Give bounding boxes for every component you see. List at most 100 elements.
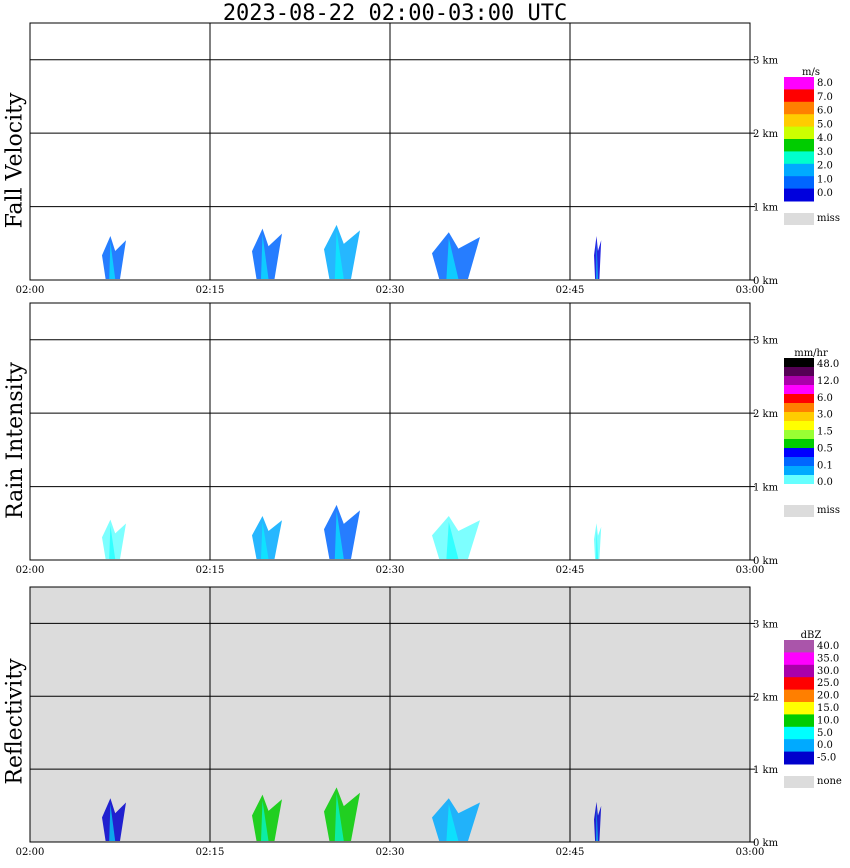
colorbar-unit: m/s — [802, 67, 820, 78]
echo-cell — [324, 504, 360, 559]
colorbar-label: 4.0 — [817, 133, 833, 144]
y-tick-label: 1 km — [753, 765, 779, 776]
colorbar-swatch — [784, 367, 814, 377]
colorbar-missing-swatch — [784, 213, 814, 225]
colorbar-swatch — [784, 726, 814, 740]
colorbar-swatch — [784, 412, 814, 422]
colorbar-label: -5.0 — [817, 753, 836, 764]
colorbar-label: 25.0 — [817, 678, 839, 689]
colorbar-label: 0.1 — [817, 460, 833, 471]
x-tick-label: 02:30 — [376, 565, 405, 576]
y-tick-label: 3 km — [753, 336, 779, 347]
colorbar-label: 5.0 — [817, 728, 833, 739]
x-tick-label: 03:00 — [736, 847, 765, 858]
panel-2 — [29, 302, 814, 561]
chart-title: 2023-08-22 02:00-03:00 UTC — [222, 1, 568, 26]
colorbar-label: none — [817, 776, 842, 787]
colorbar-label: 15.0 — [817, 703, 839, 714]
colorbar-label: 2.0 — [817, 161, 833, 172]
colorbar-unit: mm/hr — [794, 348, 828, 359]
colorbar-swatch — [784, 188, 814, 202]
colorbar-swatch — [784, 358, 814, 368]
colorbar-swatch — [784, 151, 814, 165]
panel-1 — [29, 22, 814, 281]
echo-core — [446, 238, 459, 279]
echo-cell — [252, 515, 282, 559]
x-tick-label: 02:00 — [16, 565, 45, 576]
colorbar-label: 12.0 — [817, 376, 839, 387]
panel-3 — [29, 586, 814, 843]
colorbar-swatch — [784, 114, 814, 128]
colorbar-missing-swatch — [784, 505, 814, 517]
colorbar-label: 3.0 — [817, 147, 833, 158]
x-tick-label: 02:15 — [196, 565, 225, 576]
colorbar-swatch — [784, 664, 814, 678]
colorbar-swatch — [784, 714, 814, 728]
colorbar-label: 1.5 — [817, 427, 833, 438]
colorbar-label: miss — [817, 213, 840, 224]
colorbar-swatch — [784, 689, 814, 703]
echo-core — [446, 521, 459, 559]
colorbar-swatch — [784, 376, 814, 386]
echo-cell — [594, 801, 602, 841]
echo-cell — [432, 798, 480, 841]
panel-frame — [29, 302, 751, 561]
colorbar-swatch — [784, 176, 814, 190]
y-tick-label: 3 km — [753, 56, 779, 67]
colorbar-label: 35.0 — [817, 653, 839, 664]
x-tick-label: 03:00 — [736, 565, 765, 576]
colorbar-label: 1.0 — [817, 174, 833, 185]
colorbar-swatch — [784, 739, 814, 753]
echo-cell — [594, 523, 602, 559]
colorbar-swatch — [784, 139, 814, 152]
y-tick-label: 2 km — [753, 129, 779, 140]
colorbar-swatch — [784, 403, 814, 413]
echo-core — [109, 241, 116, 279]
echo-cell — [432, 515, 480, 559]
colorbar-label: 40.0 — [817, 641, 839, 652]
echo-core — [446, 804, 459, 841]
colorbar-label: 5.0 — [817, 119, 833, 130]
echo-core — [109, 525, 116, 559]
echo-cell — [102, 798, 126, 841]
x-tick-label: 02:45 — [556, 285, 585, 296]
x-tick-label: 02:45 — [556, 847, 585, 858]
colorbar-swatch — [784, 702, 814, 715]
echo-cell — [102, 235, 126, 279]
colorbar-label: 48.0 — [817, 359, 839, 370]
colorbar-label: 6.0 — [817, 106, 833, 117]
colorbar-swatch — [784, 448, 814, 458]
colorbar-swatch — [784, 751, 814, 765]
colorbar-swatch — [784, 484, 814, 494]
x-tick-label: 02:30 — [376, 847, 405, 858]
echo-core — [334, 230, 344, 279]
echo-core — [261, 521, 269, 559]
colorbar-swatch — [784, 394, 814, 404]
y-tick-label: 2 km — [753, 692, 779, 703]
echo-core — [596, 529, 598, 559]
colorbar-label: miss — [817, 505, 840, 516]
colorbar-swatch — [784, 126, 814, 140]
colorbar-swatch — [784, 430, 814, 440]
colorbar-label: 3.0 — [817, 410, 833, 421]
colorbar-swatch — [784, 89, 814, 103]
x-tick-label: 02:00 — [16, 285, 45, 296]
echo-core — [109, 804, 116, 841]
echo-cell — [432, 232, 480, 279]
echo-core — [334, 510, 344, 559]
echo-cell — [324, 224, 360, 279]
x-tick-label: 02:00 — [16, 847, 45, 858]
echo-core — [261, 234, 269, 279]
x-tick-label: 02:30 — [376, 285, 405, 296]
colorbar-swatch — [784, 640, 814, 653]
colorbar-label: 20.0 — [817, 691, 839, 702]
colorbar-swatch — [784, 385, 814, 395]
colorbar-swatch — [784, 163, 814, 177]
colorbar-unit: dBZ — [801, 630, 822, 641]
colorbar-label: 0.0 — [817, 477, 833, 488]
colorbar-label: 0.0 — [817, 740, 833, 751]
colorbar-swatch — [784, 457, 814, 467]
colorbar-swatch — [784, 677, 814, 691]
y-tick-label: 1 km — [753, 203, 779, 214]
